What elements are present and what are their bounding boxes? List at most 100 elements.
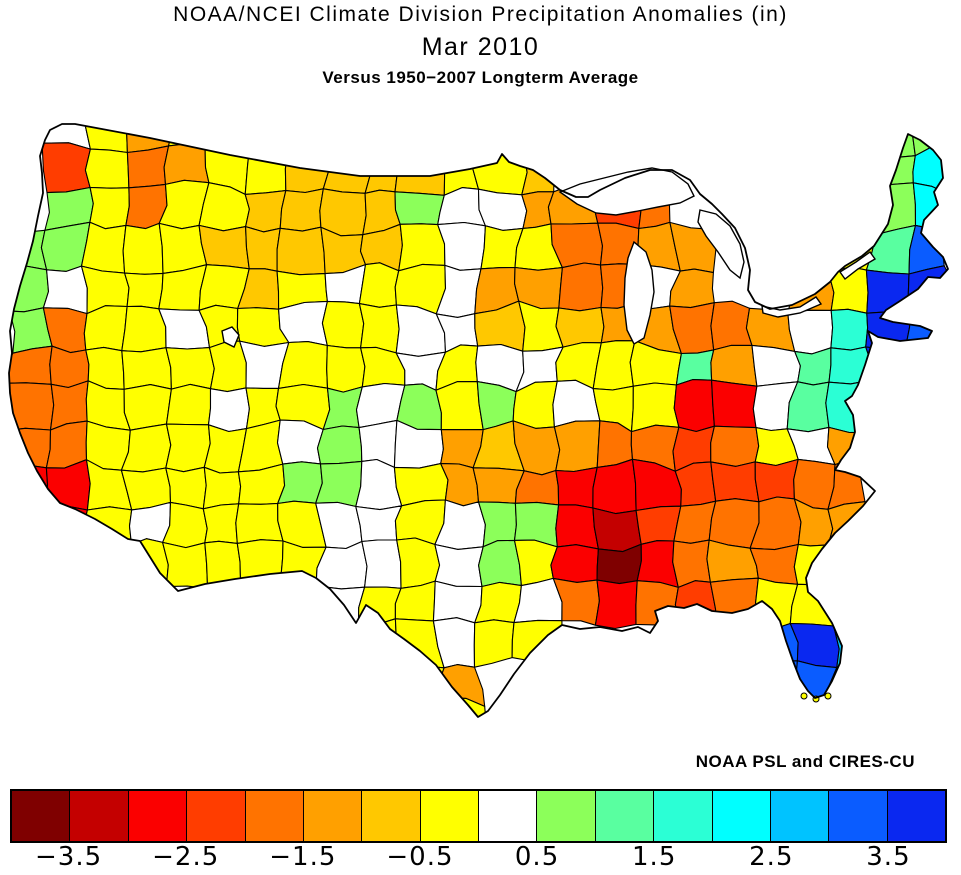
climate-division-cell: [521, 147, 555, 196]
climate-division-cell: [708, 498, 760, 549]
great-lake-shape: [221, 326, 240, 348]
climate-division-cell: [322, 147, 372, 194]
climate-division-cell: [866, 124, 916, 159]
climate-division-cell: [787, 309, 834, 355]
climate-division-cell: [125, 538, 169, 593]
climate-division-cell: [749, 622, 799, 668]
colorbar-segment: [828, 791, 887, 841]
climate-division-cell: [826, 426, 872, 466]
climate-division-cell: [244, 143, 289, 195]
climate-division-cell: [315, 460, 363, 508]
great-lake-shape: [623, 240, 655, 345]
climate-division-cell: [168, 124, 206, 149]
climate-division-cell: [398, 223, 446, 272]
colorbar-segment: [186, 791, 245, 841]
colorbar-tick-label: −2.5: [152, 842, 220, 872]
climate-division-cell: [594, 579, 638, 630]
colorbar-segment: [478, 791, 537, 841]
climate-division-cell: [789, 580, 835, 627]
colorbar-tick-label: −0.5: [386, 842, 454, 872]
florida-keys-island: [824, 692, 832, 700]
climate-division-cell: [630, 382, 680, 433]
climate-division-cell: [472, 145, 528, 196]
climate-division-cell: [863, 421, 911, 467]
climate-division-cell: [165, 383, 212, 426]
climate-division-cell: [121, 347, 172, 390]
climate-division-cell: [165, 423, 211, 473]
climate-division-cell: [165, 347, 215, 390]
climate-division-cell: [123, 384, 172, 431]
climate-division-cell: [437, 221, 486, 271]
climate-division-cell: [41, 142, 91, 194]
climate-division-cell: [80, 221, 127, 274]
climate-division-cell: [710, 300, 753, 351]
climate-division-cell: [673, 379, 715, 433]
division-cells: [9, 124, 948, 717]
climate-division-cell: [9, 226, 48, 271]
climate-division-cell: [84, 148, 130, 189]
climate-division-cell: [319, 188, 367, 237]
climate-division-cell: [865, 344, 918, 384]
climate-division-cell: [791, 225, 837, 274]
colorbar-tick-label: −3.5: [34, 842, 103, 872]
colorbar-tick-label: −1.5: [269, 842, 337, 872]
climate-division-cell: [278, 300, 328, 347]
climate-division-cell: [126, 145, 170, 189]
colorbar-segment: [12, 791, 70, 841]
colorbar-segment: [127, 791, 187, 841]
climate-division-cell: [827, 501, 877, 547]
climate-division-cell: [477, 188, 528, 231]
climate-division-cell: [749, 660, 798, 702]
climate-division-cell: [912, 182, 948, 230]
great-lake-shape: [697, 209, 745, 280]
colorbar-segment: [244, 791, 303, 841]
climate-division-cell: [394, 191, 445, 226]
climate-division-cell: [825, 379, 876, 434]
great-lake-shape: [838, 251, 877, 280]
climate-division-cell: [85, 124, 130, 154]
us-outline: [8, 123, 949, 718]
climate-division-cell: [9, 464, 49, 504]
climate-division-cell: [122, 222, 164, 275]
climate-division-cell: [636, 540, 679, 588]
figure-baseline-note: Versus 1950−2007 Longterm Average: [322, 68, 639, 87]
climate-division-cell: [277, 461, 323, 505]
climate-division-cell: [316, 425, 363, 465]
climate-division-cell: [396, 537, 441, 589]
climate-division-cell: [474, 581, 522, 624]
climate-division-cell: [555, 306, 605, 348]
climate-division-cell: [207, 387, 250, 433]
climate-division-cell: [121, 305, 167, 353]
climate-division-cell: [710, 344, 758, 387]
climate-division-cell: [754, 458, 799, 503]
colorbar-segment: [711, 791, 770, 841]
great-lake-shape: [558, 167, 695, 216]
climate-division-cell: [361, 539, 402, 589]
colorbar-tick-labels: −3.5 −2.5 −1.5 −0.5 0.5 1.5 2.5 3.5: [10, 842, 947, 875]
climate-division-cell: [202, 466, 242, 510]
climate-division-cell: [279, 188, 324, 232]
climate-division-cell: [709, 577, 759, 631]
climate-division-cell: [592, 458, 637, 515]
climate-division-cell: [438, 664, 486, 707]
climate-division-cell: [42, 265, 88, 315]
climate-division-cell: [478, 539, 522, 588]
colorbar-segment: [69, 791, 128, 841]
climate-division-cell: [558, 262, 604, 312]
climate-division-cell: [276, 419, 324, 465]
climate-division-cell: [83, 506, 133, 546]
climate-division-cell: [432, 580, 483, 624]
climate-division-cell: [326, 344, 366, 393]
climate-division-cell: [89, 186, 130, 230]
climate-division-cell: [870, 377, 918, 433]
colorbar-segment: [361, 791, 420, 841]
climate-division-cell: [865, 224, 917, 275]
climate-division-cell: [865, 269, 912, 314]
climate-division-cell: [245, 226, 281, 272]
climate-division-cell: [435, 381, 484, 431]
attribution-text: NOAA PSL and CIRES-CU: [695, 752, 915, 771]
climate-division-cell: [198, 224, 250, 270]
colorbar-tick-label: 2.5: [749, 842, 794, 872]
climate-division-cell: [674, 461, 717, 507]
